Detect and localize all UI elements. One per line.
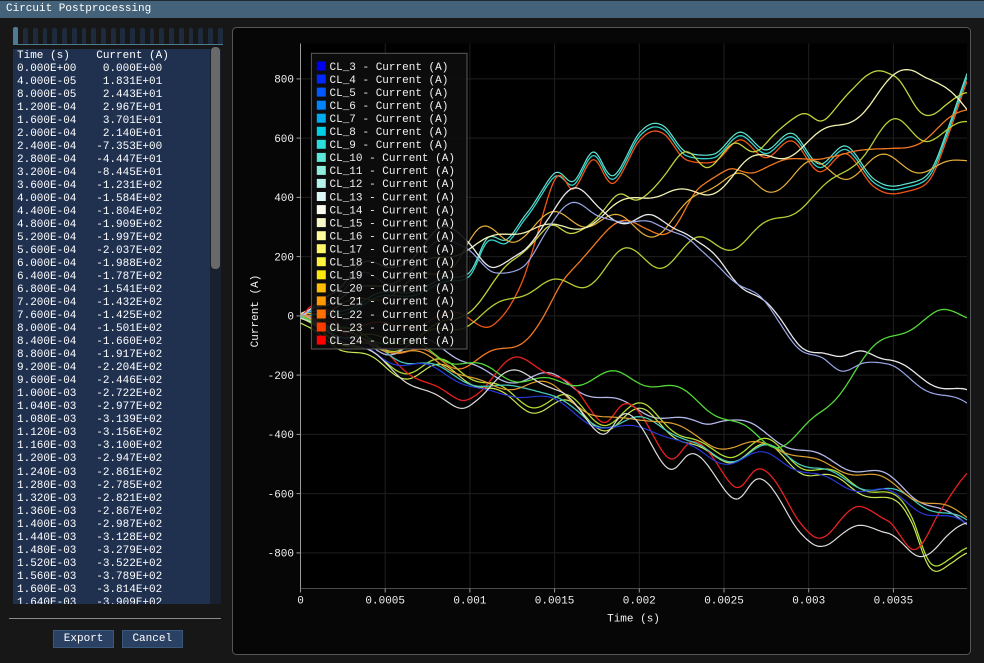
svg-text:0.0035: 0.0035: [874, 596, 914, 608]
svg-text:CL_14 - Current (A): CL_14 - Current (A): [330, 205, 455, 217]
svg-text:CL_18 - Current (A): CL_18 - Current (A): [330, 258, 455, 270]
svg-text:CL_15 - Current (A): CL_15 - Current (A): [330, 218, 455, 230]
svg-text:CL_8 - Current (A): CL_8 - Current (A): [330, 127, 449, 139]
svg-text:CL_11 - Current (A): CL_11 - Current (A): [330, 166, 455, 178]
svg-text:CL_17 - Current (A): CL_17 - Current (A): [330, 245, 455, 257]
svg-text:200: 200: [274, 252, 294, 264]
svg-text:-600: -600: [268, 489, 294, 501]
svg-text:0.0025: 0.0025: [704, 596, 744, 608]
svg-text:CL_19 - Current (A): CL_19 - Current (A): [330, 271, 455, 283]
svg-text:400: 400: [274, 193, 294, 205]
svg-text:CL_16 - Current (A): CL_16 - Current (A): [330, 232, 455, 244]
svg-text:0.003: 0.003: [792, 596, 825, 608]
svg-text:-400: -400: [268, 430, 294, 442]
svg-text:CL_6 - Current (A): CL_6 - Current (A): [330, 101, 449, 113]
svg-text:CL_24 - Current (A): CL_24 - Current (A): [330, 336, 455, 348]
svg-text:800: 800: [274, 75, 294, 87]
svg-text:CL_22 - Current (A): CL_22 - Current (A): [330, 310, 455, 322]
svg-text:600: 600: [274, 134, 294, 146]
svg-text:0.001: 0.001: [453, 596, 486, 608]
svg-text:CL_10 - Current (A): CL_10 - Current (A): [330, 153, 455, 165]
svg-text:0: 0: [297, 596, 304, 608]
svg-text:CL_12 - Current (A): CL_12 - Current (A): [330, 179, 455, 191]
svg-text:CL_9 - Current (A): CL_9 - Current (A): [330, 140, 449, 152]
svg-text:CL_5 - Current (A): CL_5 - Current (A): [330, 88, 449, 100]
svg-text:Time (s): Time (s): [607, 614, 660, 626]
svg-text:CL_3 - Current (A): CL_3 - Current (A): [330, 62, 449, 74]
svg-text:CL_7 - Current (A): CL_7 - Current (A): [330, 114, 449, 126]
svg-text:CL_13 - Current (A): CL_13 - Current (A): [330, 192, 455, 204]
svg-text:0.0015: 0.0015: [535, 596, 575, 608]
svg-text:CL_4 - Current (A): CL_4 - Current (A): [330, 75, 449, 87]
svg-text:CL_23 - Current (A): CL_23 - Current (A): [330, 323, 455, 335]
svg-text:0.002: 0.002: [623, 596, 656, 608]
svg-text:-200: -200: [268, 371, 294, 383]
svg-text:CL_20 - Current (A): CL_20 - Current (A): [330, 284, 455, 296]
svg-text:CL_21 - Current (A): CL_21 - Current (A): [330, 297, 455, 309]
svg-text:Current (A): Current (A): [250, 275, 262, 348]
svg-text:0: 0: [287, 312, 294, 324]
svg-text:0.0005: 0.0005: [365, 596, 405, 608]
svg-text:-800: -800: [268, 549, 294, 561]
